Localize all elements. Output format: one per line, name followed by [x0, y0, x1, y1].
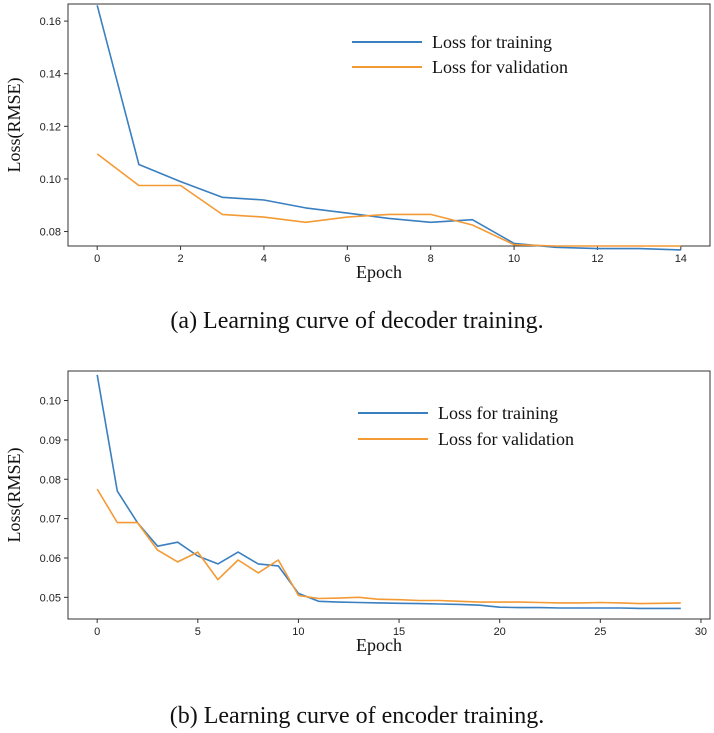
y-tick-label: 0.12 — [40, 121, 61, 133]
decoder-learning-curve-chart: 0 2 4 6 8 10 12 14 0.08 0.10 0.12 0.14 0.16 Epoch Loss… — [4, 3, 711, 282]
y-axis-label: Loss(RMSE) — [4, 447, 25, 542]
encoder-learning-curve-chart: 0 5 10 15 20 25 30 0.05 0.06 0.07 0.08 0.09 0.10 Epoc… — [4, 370, 711, 655]
x-tick-label: 5 — [195, 626, 201, 638]
caption-decoder: (a) Learning curve of decoder training. — [170, 308, 544, 334]
training-loss-line — [96, 5, 681, 251]
x-tick-label: 0 — [94, 253, 100, 265]
plot-frame — [67, 3, 711, 247]
x-tick-label: 10 — [292, 626, 304, 638]
x-tick-label: 25 — [594, 626, 606, 638]
legend-validation-label: Loss for validation — [438, 429, 574, 449]
y-tick-label: 0.09 — [40, 435, 61, 447]
x-axis-label: Epoch — [356, 635, 402, 655]
x-tick-label: 2 — [177, 253, 183, 265]
y-tick-label: 0.05 — [40, 592, 61, 604]
plot-frame — [67, 370, 711, 620]
x-axis-label: Epoch — [356, 262, 402, 282]
y-tick-label: 0.10 — [40, 396, 61, 408]
x-tick-label: 30 — [695, 626, 707, 638]
x-tick-label: 6 — [344, 253, 350, 265]
y-tick-label: 0.08 — [40, 227, 61, 239]
legend-training-label: Loss for training — [432, 32, 552, 52]
validation-loss-line — [96, 488, 681, 605]
y-tick-label: 0.10 — [40, 174, 61, 186]
x-tick-label: 20 — [494, 626, 506, 638]
x-tick-label: 10 — [508, 253, 520, 265]
validation-loss-line — [96, 153, 681, 247]
legend-training-label: Loss for training — [438, 403, 558, 423]
x-tick-label: 0 — [94, 626, 100, 638]
y-tick-label: 0.14 — [40, 69, 61, 81]
caption-encoder: (b) Learning curve of encoder training. — [169, 703, 545, 729]
y-tick-label: 0.16 — [40, 16, 61, 28]
y-axis-label: Loss(RMSE) — [4, 77, 25, 172]
training-loss-line — [96, 374, 681, 610]
x-tick-label: 4 — [261, 253, 267, 265]
legend-validation-label: Loss for validation — [432, 57, 568, 77]
y-tick-label: 0.07 — [40, 514, 61, 526]
y-tick-label: 0.06 — [40, 553, 61, 565]
x-tick-label: 8 — [428, 253, 434, 265]
x-tick-label: 15 — [393, 626, 405, 638]
x-tick-label: 14 — [675, 253, 687, 265]
x-tick-label: 12 — [591, 253, 603, 265]
y-tick-label: 0.08 — [40, 474, 61, 486]
